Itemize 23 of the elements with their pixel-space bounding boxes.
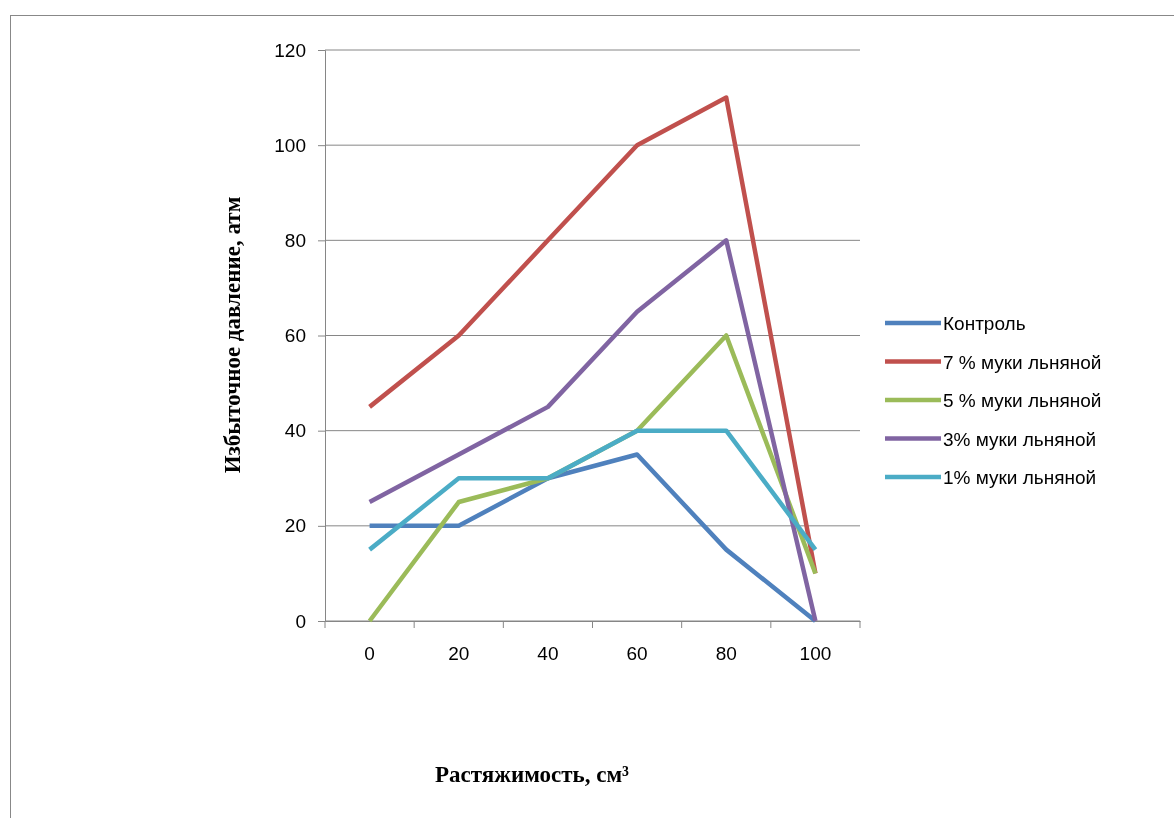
legend-label: 5 % муки льняной xyxy=(943,390,1102,411)
x-axis-title: Растяжимость, см³ xyxy=(435,762,630,787)
y-tick-label: 80 xyxy=(284,229,306,251)
x-tick-label: 80 xyxy=(715,643,737,665)
x-tick-label: 60 xyxy=(626,643,648,665)
legend-label: 7 % муки льняной xyxy=(943,351,1102,373)
legend-label: Контроль xyxy=(943,313,1026,334)
y-axis-title: Избыточное давление, атм xyxy=(220,196,245,474)
y-tick-label: 100 xyxy=(274,134,306,156)
y-tick-label: 120 xyxy=(274,39,306,61)
y-tick-label: 40 xyxy=(284,420,306,442)
legend-label: 3% муки льняной xyxy=(943,428,1097,450)
x-tick-label: 40 xyxy=(537,643,559,665)
line-series xyxy=(367,238,818,624)
x-tick-label: 20 xyxy=(448,643,470,665)
x-tick-label: 100 xyxy=(799,643,832,665)
line-series xyxy=(367,452,818,624)
line-series xyxy=(367,95,818,576)
x-tick-label: 0 xyxy=(364,643,375,665)
y-tick-label: 20 xyxy=(284,515,306,537)
legend-label: 1% муки льняной xyxy=(943,467,1097,488)
y-tick-label: 0 xyxy=(295,610,306,632)
y-tick-label: 60 xyxy=(284,325,306,347)
